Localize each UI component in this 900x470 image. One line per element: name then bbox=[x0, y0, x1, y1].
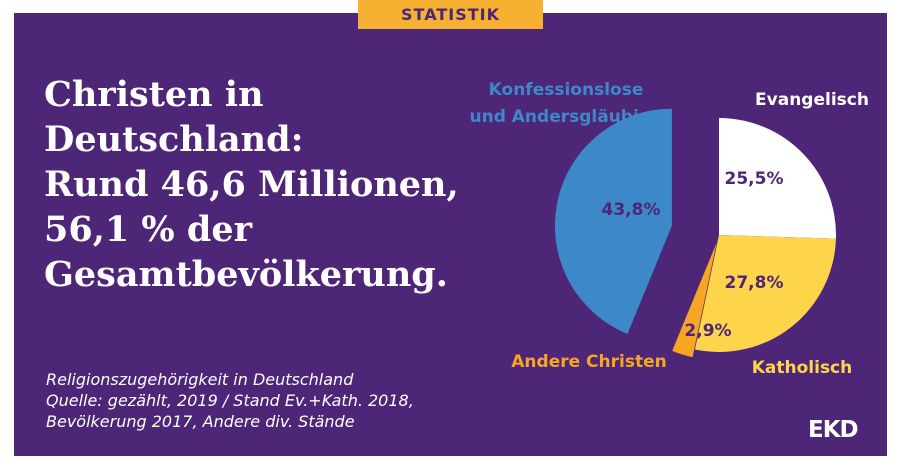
source-note: Religionszugehörigkeit in Deutschland Qu… bbox=[46, 369, 414, 432]
source-line-3: Bevölkerung 2017, Andere div. Stände bbox=[46, 412, 355, 431]
headline-line-3: Rund 46,6 Millionen, bbox=[44, 164, 459, 205]
ekd-logo: EKD bbox=[808, 417, 859, 443]
source-line-2: Quelle: gezählt, 2019 / Stand Ev.+Kath. … bbox=[46, 391, 414, 410]
data-label-3: 2,9% bbox=[684, 321, 731, 341]
data-label-2: 27,8% bbox=[725, 273, 784, 293]
data-label-1: 25,5% bbox=[725, 169, 784, 189]
category-tag: STATISTIK bbox=[358, 0, 543, 29]
headline-line-4: 56,1 % der bbox=[44, 209, 253, 250]
headline: Christen in Deutschland: Rund 46,6 Milli… bbox=[44, 72, 459, 297]
slice-label-4-line-2: und Andersgläubige bbox=[469, 107, 662, 127]
slice-label-2-line-1: Katholisch bbox=[752, 358, 853, 378]
headline-line-1: Christen in bbox=[44, 74, 264, 115]
slice-label-4-line-1: Konfessionslose bbox=[489, 80, 644, 100]
pie-slice-4 bbox=[554, 108, 672, 334]
headline-line-2: Deutschland: bbox=[44, 119, 304, 160]
source-line-1: Religionszugehörigkeit in Deutschland bbox=[46, 370, 354, 389]
slice-label-3-line-1: Andere Christen bbox=[511, 352, 666, 372]
data-label-4: 43,8% bbox=[602, 200, 661, 220]
pie-slice-3 bbox=[672, 242, 717, 358]
slice-label-1-line-1: Evangelisch bbox=[755, 90, 869, 110]
pie-slice-2 bbox=[694, 235, 836, 352]
headline-line-5: Gesamtbevölkerung. bbox=[44, 254, 448, 295]
pie-slice-1 bbox=[719, 118, 836, 239]
